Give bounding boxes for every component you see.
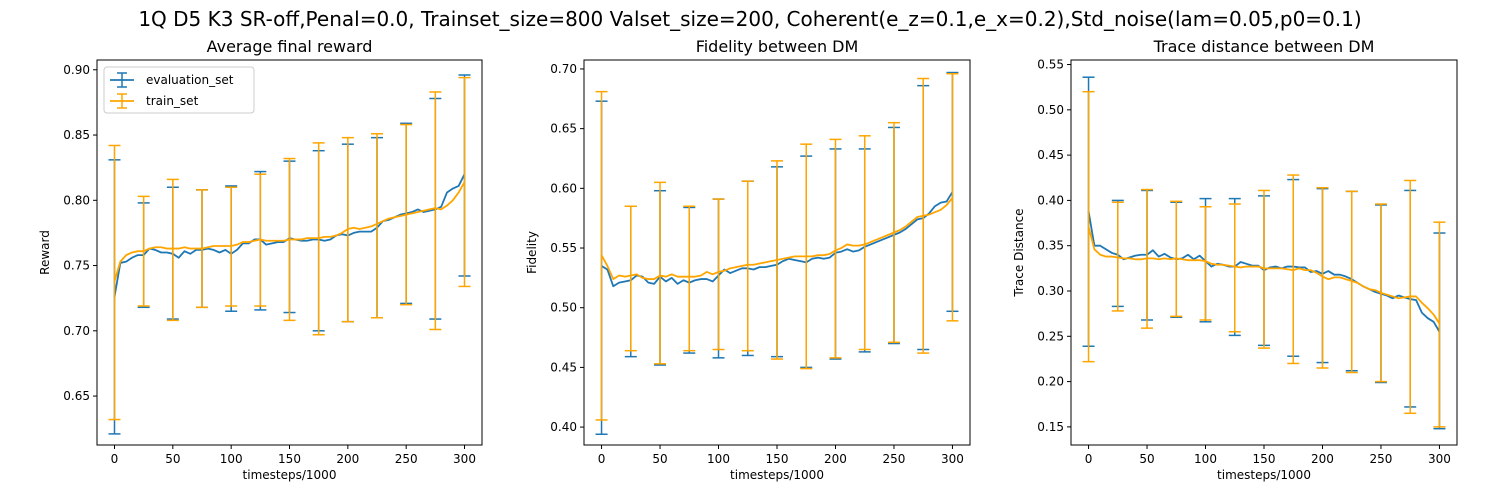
y-tick-label: 0.40: [1037, 193, 1064, 207]
x-tick-label: 300: [941, 452, 964, 466]
subplot-1: Average final reward 0 50 100 150 200 250 300 0.…: [38, 37, 483, 482]
series-line: [600, 197, 954, 280]
x-tick-label: 100: [707, 452, 730, 466]
x-tick-label: 150: [766, 452, 789, 466]
x-tick-label: 300: [453, 452, 476, 466]
y-tick-label: 0.15: [1037, 420, 1064, 434]
y-tick-label: 0.55: [550, 241, 577, 255]
x-axis-label: timesteps/1000: [730, 468, 824, 482]
plot-data: [1082, 76, 1446, 430]
x-tick-label: 300: [1428, 452, 1451, 466]
y-tick-label: 0.45: [1037, 148, 1064, 162]
legend-box: [103, 66, 255, 114]
series-train_set: [595, 72, 959, 421]
series-train_set: [1082, 90, 1446, 428]
x-tick-label: 200: [1311, 452, 1334, 466]
y-tick-label: 0.70: [63, 324, 90, 338]
y-tick-label: 0.50: [550, 301, 577, 315]
x-tick-label: 250: [1370, 452, 1393, 466]
subplot-title: Trace distance between DM: [1153, 37, 1375, 56]
y-tick-label: 0.45: [550, 360, 577, 374]
y-tick-label: 0.65: [550, 122, 577, 136]
series-train_set: [108, 76, 471, 421]
y-tick-label: 0.65: [63, 389, 90, 403]
x-tick-label: 0: [111, 452, 119, 466]
y-tick-label: 0.70: [550, 62, 577, 76]
y-tick-label: 0.75: [63, 259, 90, 273]
y-tick-label: 0.25: [1037, 329, 1064, 343]
subplots: Average final reward 0 50 100 150 200 250 300 0.…: [38, 37, 1458, 482]
y-tick-label: 0.20: [1037, 375, 1064, 389]
x-tick-label: 50: [165, 452, 180, 466]
y-axis-label: Fidelity: [525, 231, 539, 274]
y-tick-label: 0.30: [1037, 284, 1064, 298]
x-tick-label: 200: [824, 452, 847, 466]
legend-label: evaluation_set: [146, 73, 234, 87]
x-tick-label: 100: [220, 452, 243, 466]
x-tick-label: 150: [278, 452, 301, 466]
legend-label: train_set: [146, 94, 199, 108]
series-line: [113, 181, 466, 282]
x-tick-label: 200: [336, 452, 359, 466]
x-axis-label: timesteps/1000: [243, 468, 337, 482]
subplot-title: Fidelity between DM: [696, 37, 859, 56]
y-tick-label: 0.35: [1037, 239, 1064, 253]
x-tick-label: 0: [1085, 452, 1093, 466]
subplot-3: Trace distance between DM 0 50 100 150 200 250…: [1012, 37, 1458, 482]
y-tick-label: 0.55: [1037, 58, 1064, 72]
y-axis-label: Trace Distance: [1012, 208, 1026, 297]
y-tick-label: 0.85: [63, 128, 90, 142]
figure-suptitle: 1Q D5 K3 SR-off,Penal=0.0, Trainset_size…: [138, 7, 1361, 31]
series-line: [1087, 226, 1441, 325]
y-tick-label: 0.80: [63, 193, 90, 207]
x-tick-label: 50: [1139, 452, 1154, 466]
y-tick-label: 0.90: [63, 63, 90, 77]
x-tick-label: 250: [883, 452, 906, 466]
y-tick-label: 0.60: [550, 181, 577, 195]
y-axis-label: Reward: [38, 230, 52, 275]
axes-frame: [1070, 59, 1458, 446]
y-tick-label: 0.40: [550, 420, 577, 434]
x-tick-label: 50: [652, 452, 667, 466]
x-tick-label: 100: [1194, 452, 1217, 466]
x-tick-label: 150: [1253, 452, 1276, 466]
legend: evaluation_set train_set: [103, 66, 255, 114]
plot-data: [108, 74, 471, 435]
subplot-2: Fidelity between DM 0 50 100 150 200 250 300 0.4…: [525, 37, 971, 482]
axes-frame: [583, 59, 971, 446]
x-axis-label: timesteps/1000: [1217, 468, 1311, 482]
x-tick-label: 250: [395, 452, 418, 466]
y-tick-label: 0.50: [1037, 103, 1064, 117]
axes-frame: [96, 59, 483, 446]
x-tick-label: 0: [598, 452, 606, 466]
subplot-title: Average final reward: [207, 37, 373, 56]
plot-data: [595, 71, 959, 436]
